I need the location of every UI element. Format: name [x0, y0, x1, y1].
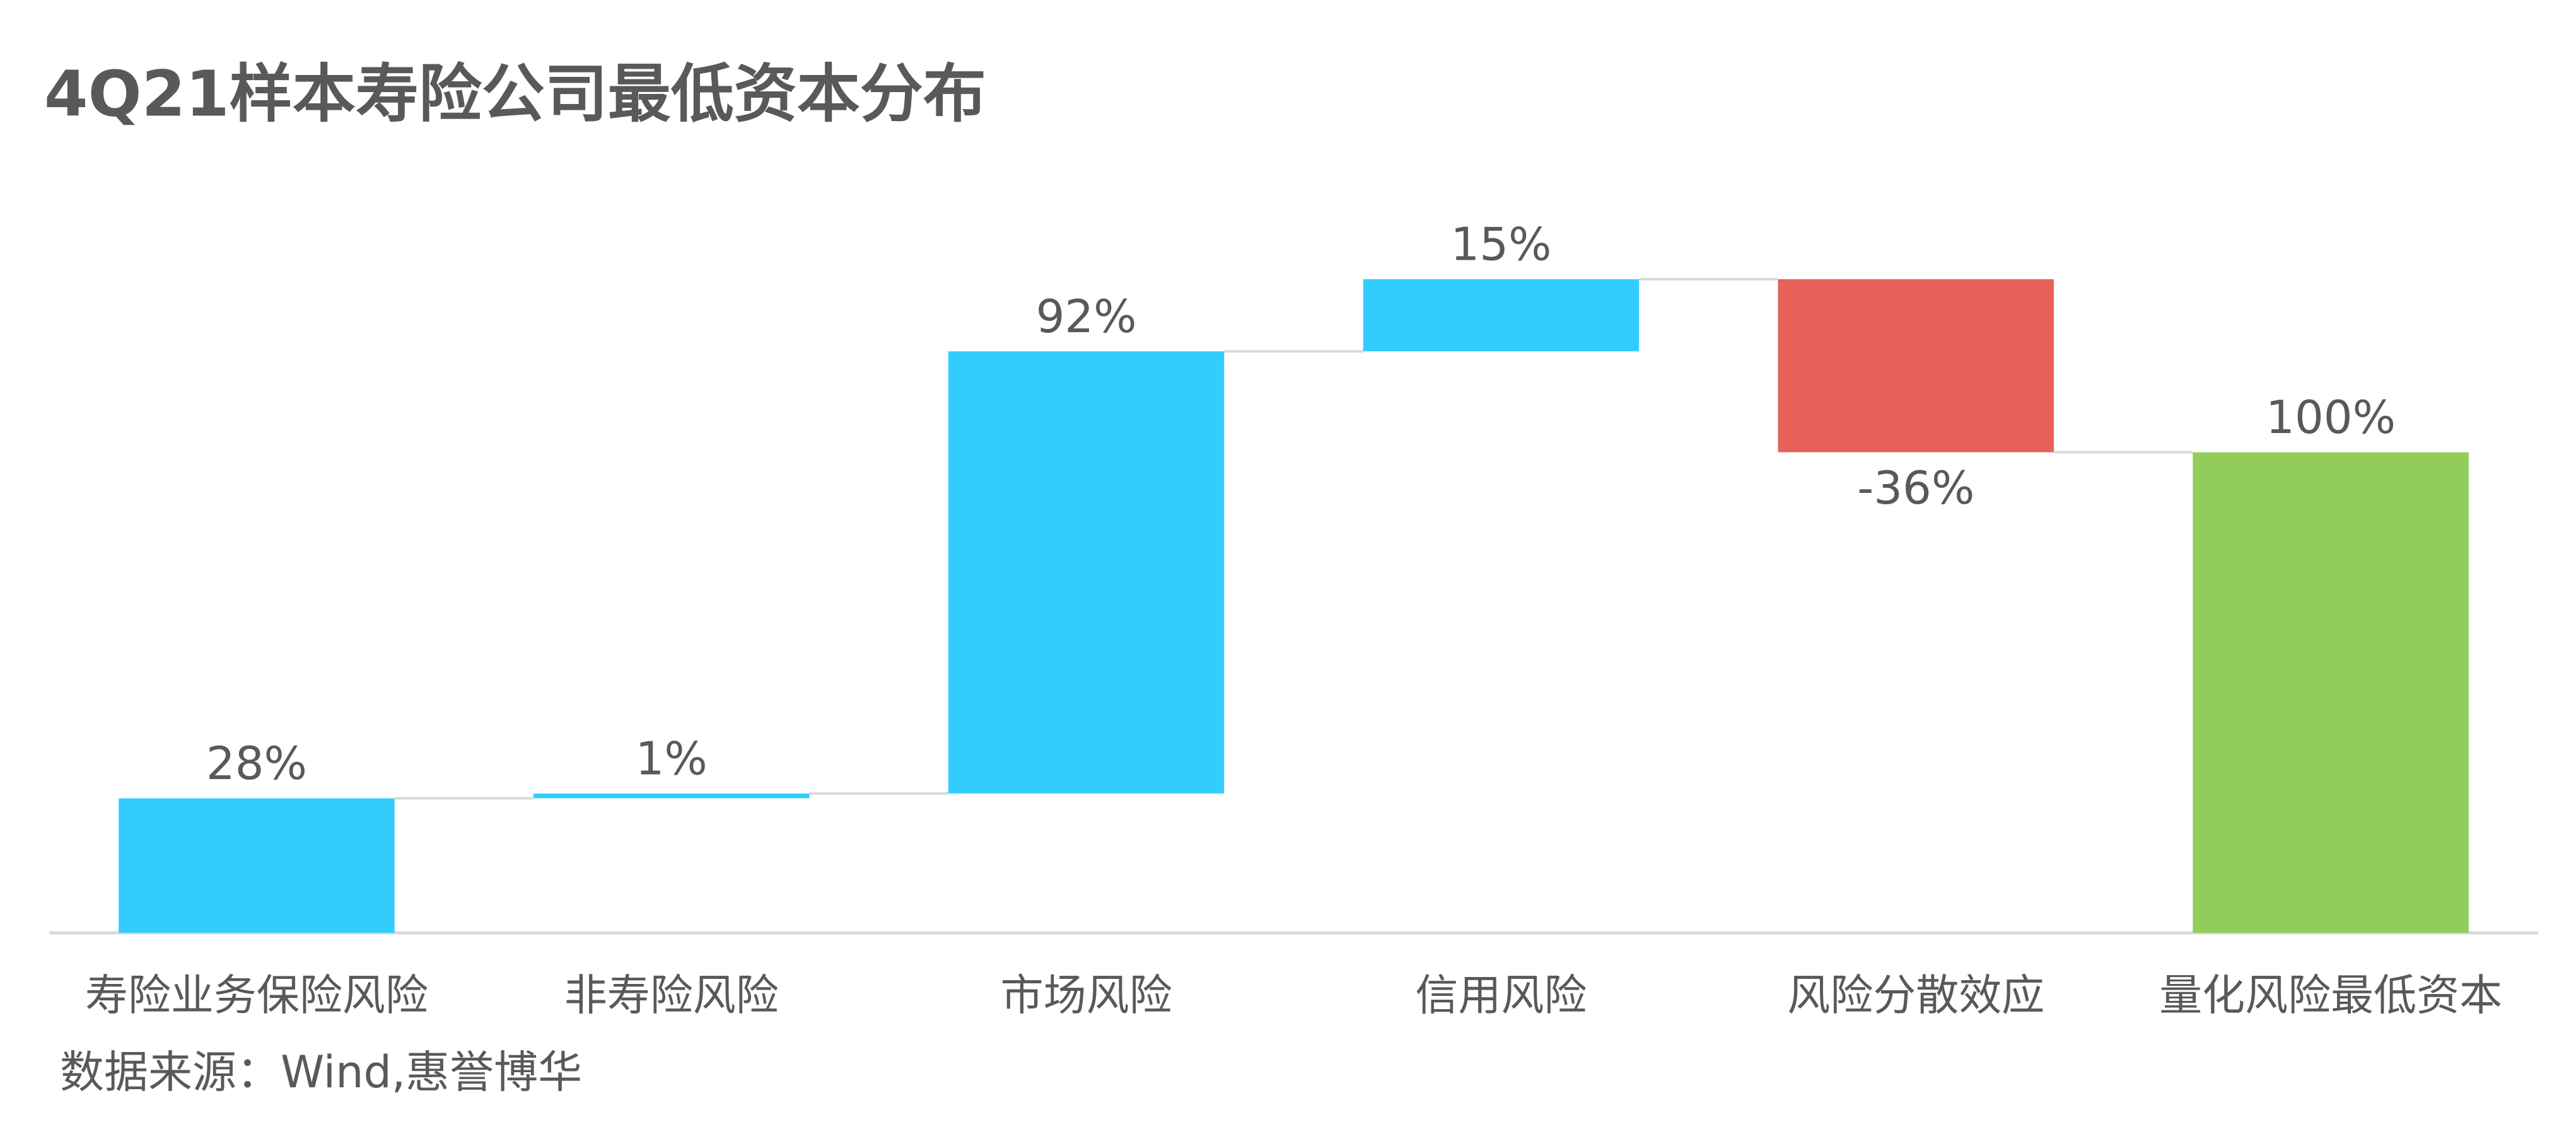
bar	[119, 798, 395, 933]
value-label: 15%	[1450, 218, 1551, 271]
source-note: 数据来源：Wind,惠誉博华	[60, 1046, 582, 1098]
x-tick-label: 风险分散效应	[1787, 971, 2044, 1021]
bar	[533, 793, 810, 799]
bar	[948, 351, 1225, 794]
value-label: 92%	[1036, 290, 1137, 343]
bar	[1363, 279, 1640, 352]
value-label: -36%	[1857, 461, 1974, 514]
x-tick-label: 信用风险	[1415, 971, 1587, 1021]
bar	[1778, 279, 2054, 453]
chart-title: 4Q21样本寿险公司最低资本分布	[44, 57, 986, 130]
value-label: 1%	[636, 732, 708, 785]
value-label: 100%	[2266, 391, 2396, 444]
bar	[2193, 452, 2469, 933]
x-tick-label: 量化风险最低资本	[2159, 971, 2502, 1021]
x-tick-label: 寿险业务保险风险	[85, 971, 428, 1021]
value-label: 28%	[206, 737, 307, 790]
x-tick-label: 非寿险风险	[564, 971, 779, 1021]
x-tick-label: 市场风险	[1001, 971, 1172, 1021]
